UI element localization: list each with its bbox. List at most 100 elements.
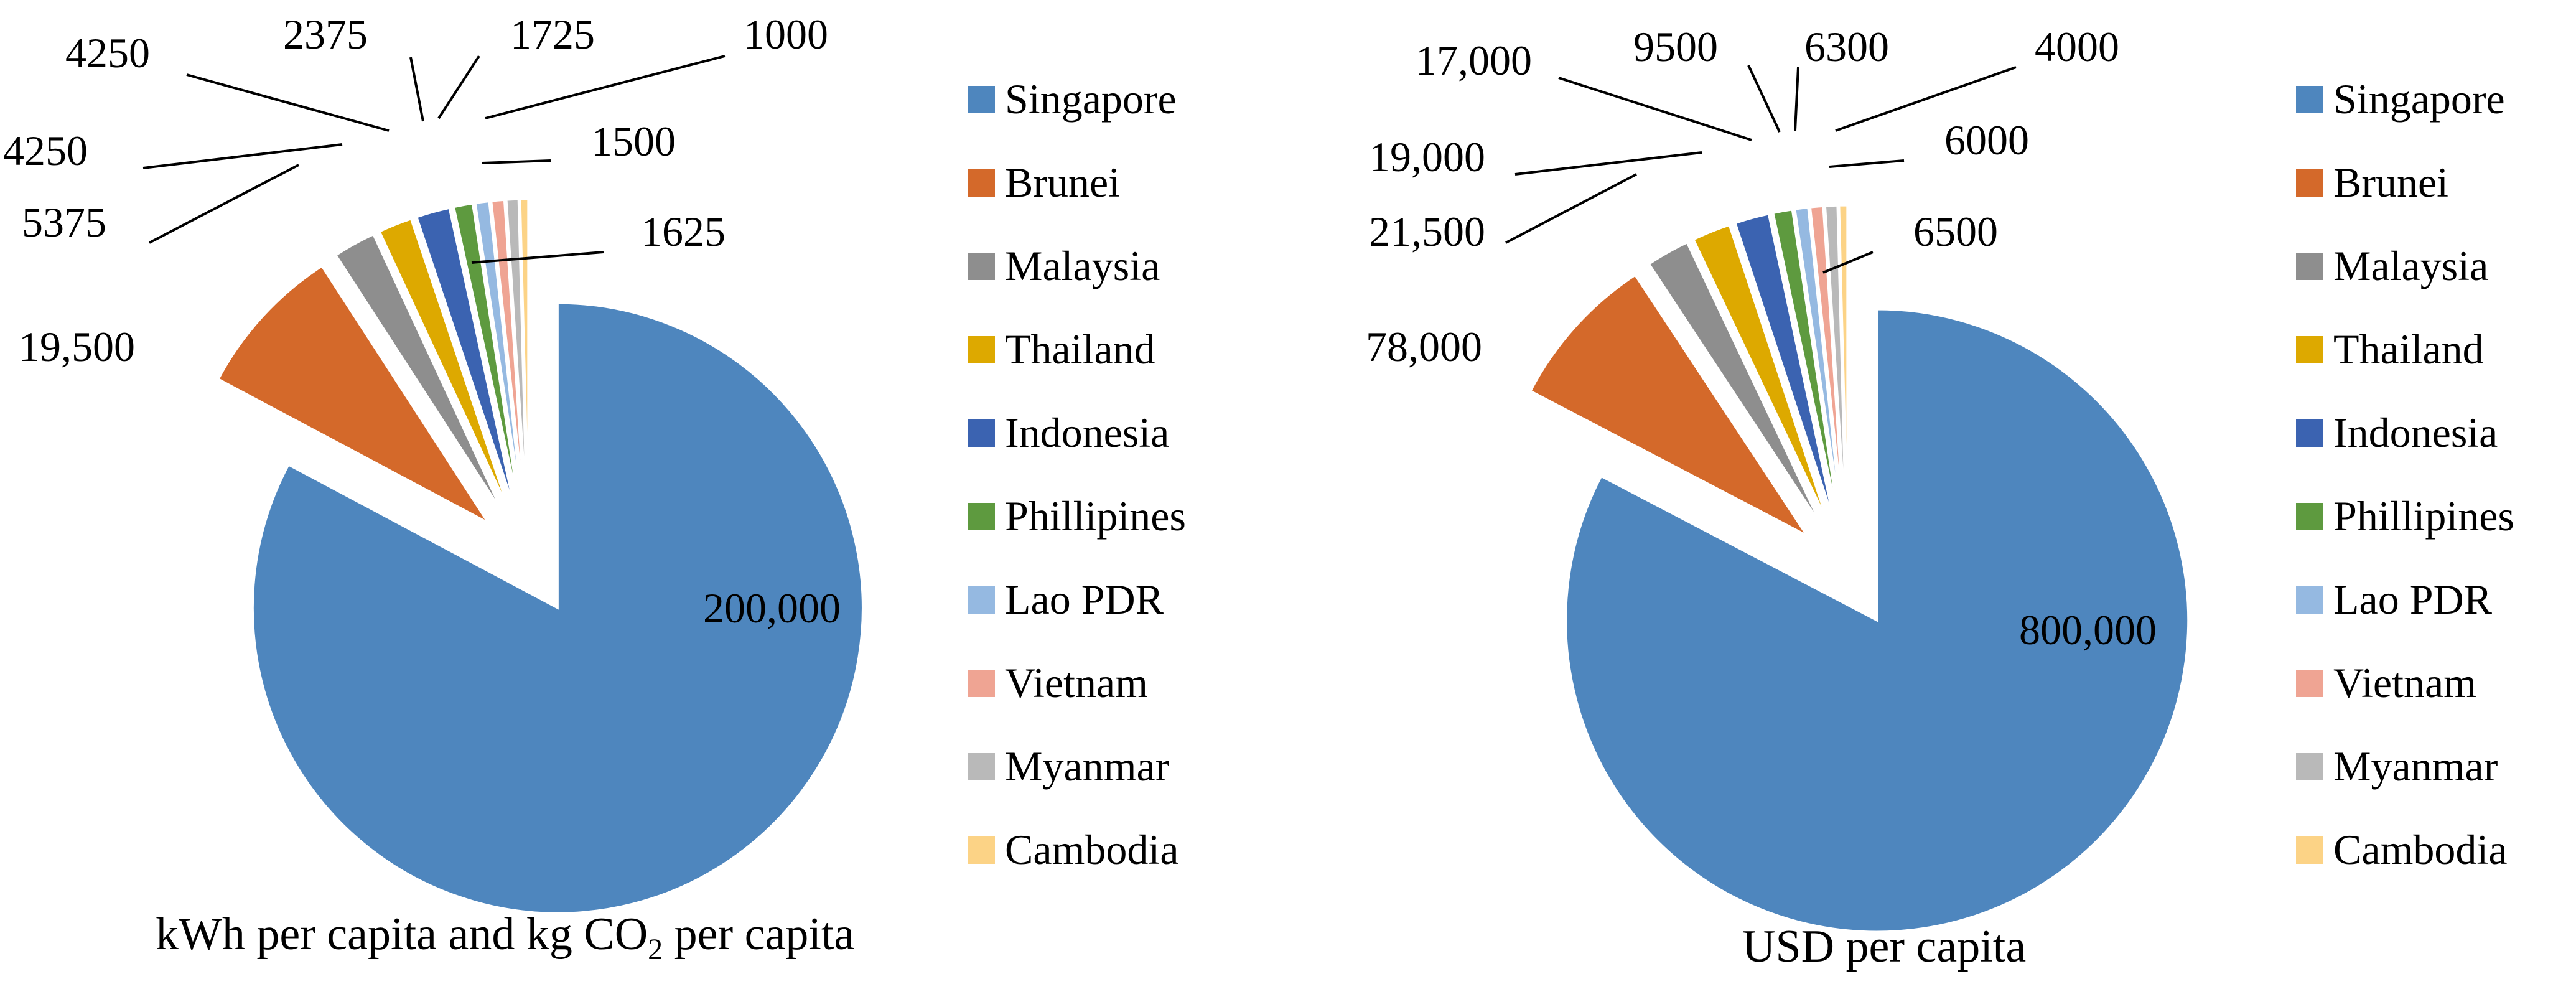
leader-line-thailand: [142, 143, 343, 169]
pie-slice-thailand: [378, 218, 510, 509]
data-label-cambodia: 4000: [2035, 23, 2119, 70]
legend-label-thailand: Thailand: [2333, 326, 2484, 373]
leader-line-myanmar: [1829, 159, 1905, 168]
pie-slice-vietnam: [1809, 205, 1844, 517]
pie-slice-malaysia: [335, 233, 503, 512]
leader-line-lao-pdr: [1822, 251, 1874, 274]
leader-line-malaysia: [1505, 173, 1637, 244]
chart-title-1: kWh per capita and kg CO2 per capita: [156, 909, 854, 966]
legend-label-vietnam: Vietnam: [1005, 659, 1148, 706]
legend-label-myanmar: Myanmar: [1005, 743, 1170, 790]
legend-swatch-myanmar: [968, 753, 995, 780]
legend-label-phillipines: Phillipines: [1005, 492, 1186, 540]
pie-slice-phillipines: [452, 202, 520, 505]
legend-label-lao-pdr: Lao PDR: [2333, 576, 2493, 623]
leader-line-cambodia: [485, 55, 726, 119]
legend-swatch-lao-pdr: [2296, 586, 2323, 614]
data-label-phillipines: 9500: [1633, 23, 1718, 70]
legend-swatch-indonesia: [968, 419, 995, 447]
legend-label-myanmar: Myanmar: [2333, 743, 2498, 790]
leader-line-vietnam: [1794, 67, 1799, 131]
leader-line-phillipines: [1747, 65, 1781, 133]
legend-label-cambodia: Cambodia: [2333, 826, 2508, 873]
data-label-thailand: 19,000: [1369, 133, 1485, 180]
pie-slice-cambodia: [519, 198, 530, 505]
pie-chart-2: 800,000 78,000 21,500 19,000 17,000 9500 6500 6…: [1366, 23, 2514, 972]
legend-label-lao-pdr: Lao PDR: [1005, 576, 1164, 623]
legend-swatch-phillipines: [2296, 503, 2323, 530]
pie-slice-vietnam: [490, 199, 525, 505]
legend-swatch-singapore: [2296, 86, 2323, 113]
legend-label-singapore: Singapore: [1005, 75, 1177, 123]
pie-slice-indonesia: [415, 207, 515, 507]
data-label-myanmar: 6000: [1944, 116, 2029, 164]
legend-swatch-myanmar: [2296, 753, 2323, 780]
leader-line-indonesia: [186, 73, 390, 132]
data-label-vietnam: 6300: [1804, 23, 1889, 70]
legend-swatch-malaysia: [2296, 253, 2323, 280]
data-label-thailand: 4250: [3, 127, 88, 174]
legend-swatch-brunei: [2296, 169, 2323, 197]
legend-swatch-thailand: [2296, 336, 2323, 363]
data-label-lao-pdr: 6500: [1913, 208, 1998, 255]
data-label-singapore: 800,000: [2019, 606, 2157, 654]
legend-label-phillipines: Phillipines: [2333, 492, 2514, 540]
leader-line-thailand: [1514, 151, 1702, 176]
pie-slice-cambodia: [1838, 204, 1849, 517]
legend-swatch-phillipines: [968, 503, 995, 530]
chart-title-2: USD per capita: [1742, 921, 2026, 972]
pie-slice-lao-pdr: [1794, 206, 1842, 517]
leader-line-malaysia: [149, 164, 299, 244]
data-label-indonesia: 17,000: [1416, 37, 1532, 84]
legend-swatch-singapore: [968, 86, 995, 113]
legend-label-vietnam: Vietnam: [2333, 659, 2476, 706]
legend-label-malaysia: Malaysia: [1005, 242, 1160, 289]
legend-label-malaysia: Malaysia: [2333, 242, 2488, 289]
data-label-phillipines: 2375: [283, 11, 368, 58]
pie-slice-phillipines: [1772, 209, 1839, 518]
data-label-myanmar: 1500: [591, 118, 676, 165]
pie-chart-1: 200,000 19,500 5375 4250 4250 2375 1725 1625 150…: [3, 11, 1186, 966]
leader-line-cambodia: [1835, 66, 2017, 132]
leader-line-indonesia: [1558, 77, 1752, 141]
legend-swatch-thailand: [968, 336, 995, 363]
data-label-malaysia: 21,500: [1369, 208, 1485, 255]
pie-slice-brunei: [1529, 274, 1809, 538]
data-label-cambodia: 1000: [744, 11, 828, 58]
legend-label-indonesia: Indonesia: [2333, 409, 2498, 456]
pie-slice-lao-pdr: [474, 200, 523, 505]
legend-label-cambodia: Cambodia: [1005, 826, 1179, 873]
legend-label-brunei: Brunei: [1005, 159, 1120, 206]
data-label-indonesia: 4250: [65, 29, 150, 77]
pie-slice-thailand: [1692, 223, 1828, 522]
legend-swatch-brunei: [968, 169, 995, 197]
legend-swatch-cambodia: [968, 836, 995, 864]
leader-line-myanmar: [482, 159, 551, 164]
pie-slice-indonesia: [1734, 213, 1834, 519]
data-label-lao-pdr: 1725: [510, 11, 595, 58]
pie-slice-singapore: [251, 302, 864, 914]
legend-swatch-malaysia: [968, 253, 995, 280]
data-label-vietnam: 1625: [641, 208, 726, 255]
legend-swatch-indonesia: [2296, 419, 2323, 447]
pie-slice-myanmar: [505, 198, 528, 505]
legend-label-singapore: Singapore: [2333, 75, 2505, 123]
leader-line-phillipines: [409, 57, 424, 122]
pie-slice-singapore: [1565, 308, 2190, 933]
legend-label-indonesia: Indonesia: [1005, 409, 1169, 456]
data-label-malaysia: 5375: [22, 199, 106, 246]
legend-swatch-cambodia: [2296, 836, 2323, 864]
legend-swatch-vietnam: [2296, 670, 2323, 697]
leader-line-lao-pdr: [437, 55, 480, 119]
data-label-brunei: 78,000: [1366, 323, 1482, 370]
pie-slice-malaysia: [1648, 241, 1822, 525]
pie-slice-brunei: [217, 265, 491, 525]
pie-slice-myanmar: [1824, 204, 1847, 517]
legend-label-brunei: Brunei: [2333, 159, 2448, 206]
leader-line-vietnam: [471, 251, 604, 264]
legend-label-thailand: Thailand: [1005, 326, 1155, 373]
legend-swatch-vietnam: [968, 670, 995, 697]
data-label-brunei: 19,500: [19, 323, 135, 370]
